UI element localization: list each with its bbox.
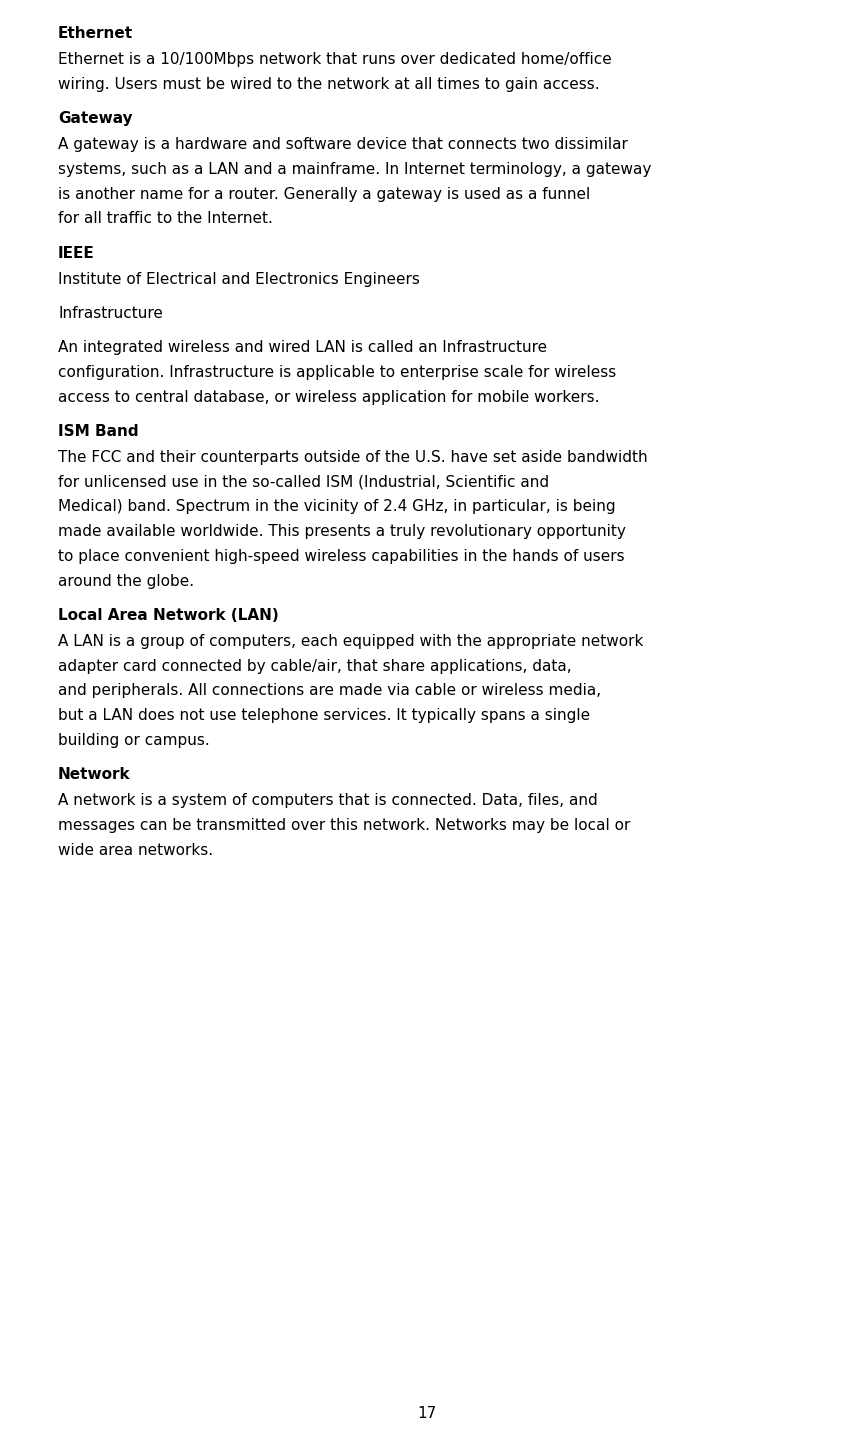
Text: Institute of Electrical and Electronics Engineers: Institute of Electrical and Electronics … bbox=[58, 271, 420, 287]
Text: An integrated wireless and wired LAN is called an Infrastructure: An integrated wireless and wired LAN is … bbox=[58, 341, 547, 355]
Text: Medical) band. Spectrum in the vicinity of 2.4 GHz, in particular, is being: Medical) band. Spectrum in the vicinity … bbox=[58, 499, 615, 514]
Text: systems, such as a LAN and a mainframe. In Internet terminology, a gateway: systems, such as a LAN and a mainframe. … bbox=[58, 162, 651, 177]
Text: Infrastructure: Infrastructure bbox=[58, 306, 163, 320]
Text: to place convenient high-speed wireless capabilities in the hands of users: to place convenient high-speed wireless … bbox=[58, 548, 624, 564]
Text: Network: Network bbox=[58, 768, 131, 782]
Text: is another name for a router. Generally a gateway is used as a funnel: is another name for a router. Generally … bbox=[58, 186, 589, 202]
Text: wide area networks.: wide area networks. bbox=[58, 843, 213, 857]
Text: and peripherals. All connections are made via cable or wireless media,: and peripherals. All connections are mad… bbox=[58, 684, 601, 698]
Text: A gateway is a hardware and software device that connects two dissimilar: A gateway is a hardware and software dev… bbox=[58, 137, 627, 152]
Text: Ethernet is a 10/100Mbps network that runs over dedicated home/office: Ethernet is a 10/100Mbps network that ru… bbox=[58, 52, 611, 68]
Text: messages can be transmitted over this network. Networks may be local or: messages can be transmitted over this ne… bbox=[58, 818, 630, 833]
Text: configuration. Infrastructure is applicable to enterprise scale for wireless: configuration. Infrastructure is applica… bbox=[58, 365, 616, 380]
Text: Local Area Network (LAN): Local Area Network (LAN) bbox=[58, 608, 278, 623]
Text: access to central database, or wireless application for mobile workers.: access to central database, or wireless … bbox=[58, 390, 599, 404]
Text: but a LAN does not use telephone services. It typically spans a single: but a LAN does not use telephone service… bbox=[58, 709, 589, 723]
Text: The FCC and their counterparts outside of the U.S. have set aside bandwidth: The FCC and their counterparts outside o… bbox=[58, 450, 647, 465]
Text: for unlicensed use in the so-called ISM (Industrial, Scientific and: for unlicensed use in the so-called ISM … bbox=[58, 475, 548, 489]
Text: A LAN is a group of computers, each equipped with the appropriate network: A LAN is a group of computers, each equi… bbox=[58, 633, 642, 649]
Text: A network is a system of computers that is connected. Data, files, and: A network is a system of computers that … bbox=[58, 794, 597, 808]
Text: Ethernet: Ethernet bbox=[58, 26, 133, 40]
Text: wiring. Users must be wired to the network at all times to gain access.: wiring. Users must be wired to the netwo… bbox=[58, 76, 599, 92]
Text: 17: 17 bbox=[417, 1405, 436, 1421]
Text: ISM Band: ISM Band bbox=[58, 424, 138, 439]
Text: building or campus.: building or campus. bbox=[58, 733, 210, 747]
Text: IEEE: IEEE bbox=[58, 245, 95, 261]
Text: around the globe.: around the globe. bbox=[58, 574, 194, 589]
Text: for all traffic to the Internet.: for all traffic to the Internet. bbox=[58, 212, 273, 227]
Text: adapter card connected by cable/air, that share applications, data,: adapter card connected by cable/air, tha… bbox=[58, 658, 571, 674]
Text: made available worldwide. This presents a truly revolutionary opportunity: made available worldwide. This presents … bbox=[58, 524, 625, 540]
Text: Gateway: Gateway bbox=[58, 111, 132, 126]
